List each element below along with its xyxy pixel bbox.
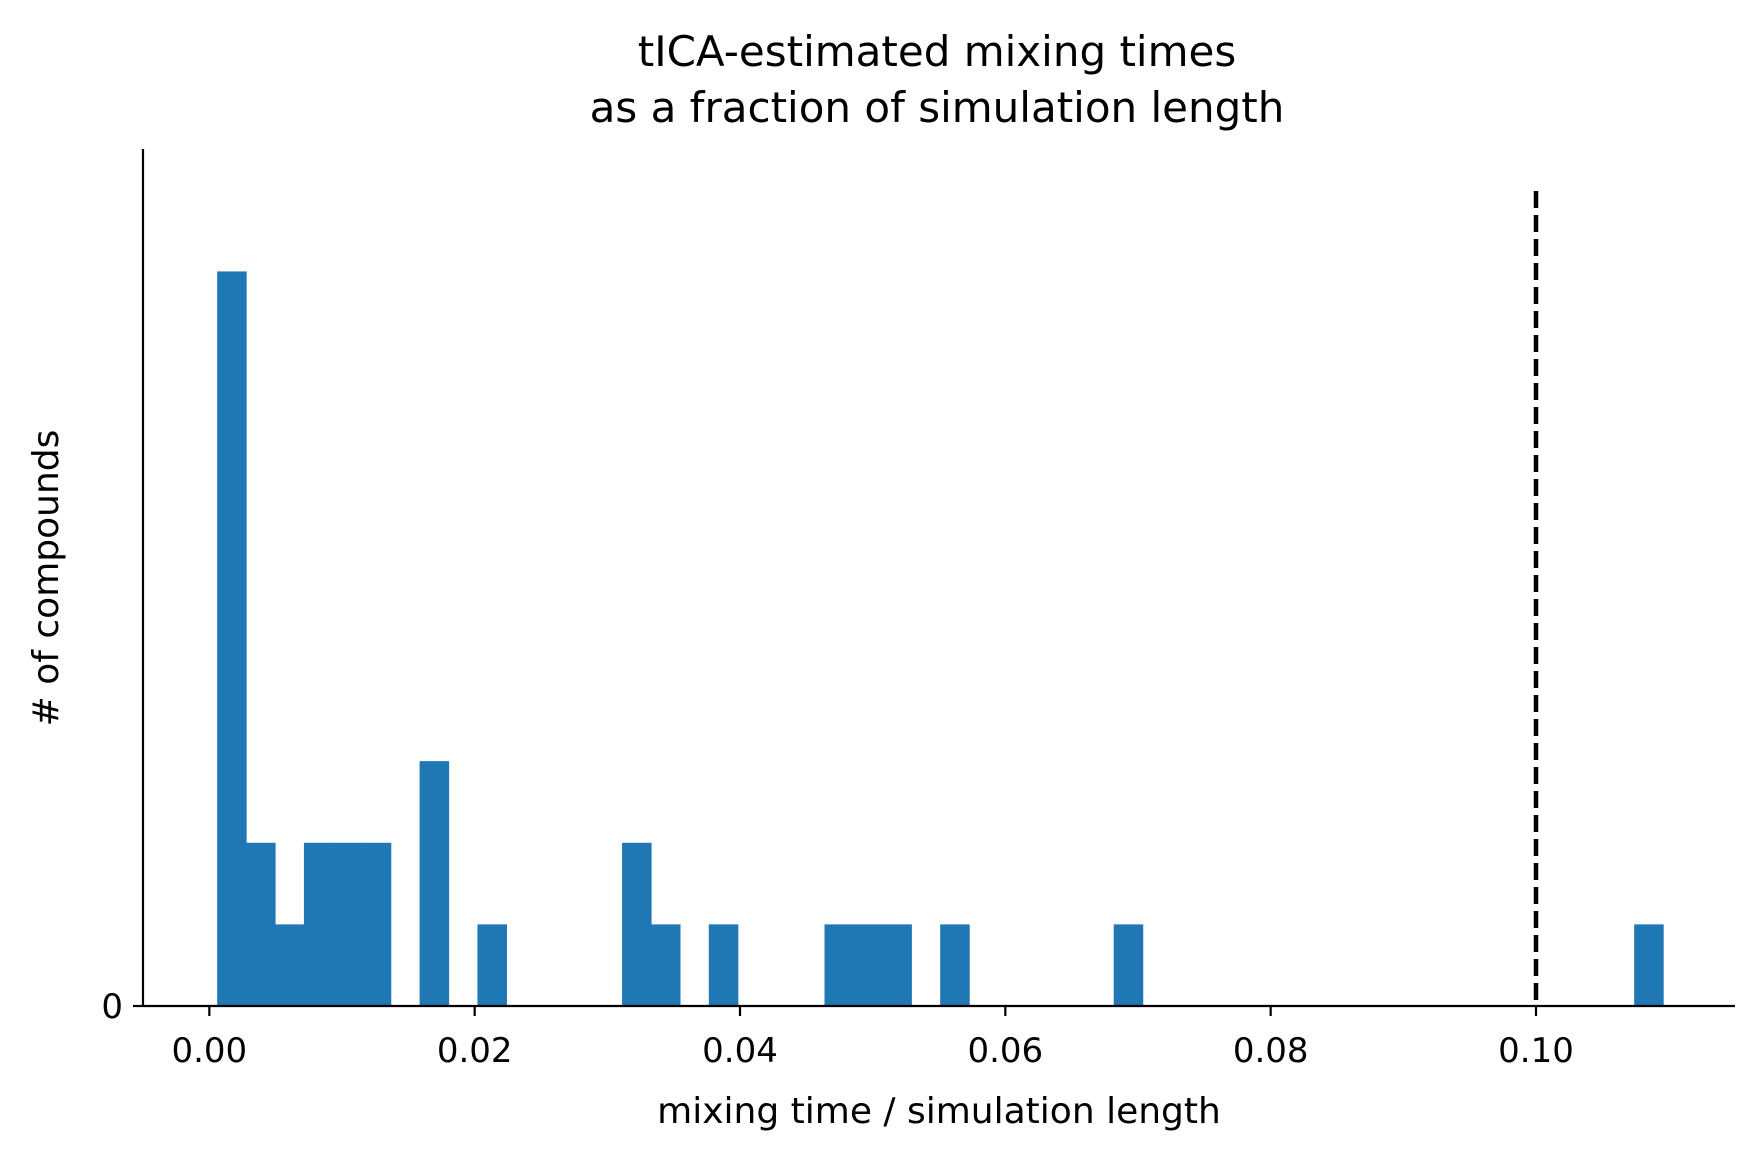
x-tick-label: 0.02 <box>437 1031 513 1071</box>
histogram-bar <box>217 271 247 1006</box>
histogram-bar <box>332 842 363 1006</box>
x-tick-label: 0.10 <box>1498 1031 1574 1071</box>
y-tick-label: 0 <box>101 987 123 1027</box>
histogram-bar <box>361 842 392 1006</box>
histogram-bar <box>1634 924 1664 1006</box>
x-axis-ticks: 0.00 0.02 0.04 0.06 0.08 0.10 <box>171 1006 1574 1071</box>
chart-title-line-1: tICA-estimated mixing times <box>638 27 1236 76</box>
histogram-bar <box>275 924 305 1006</box>
histogram-bar <box>708 924 739 1006</box>
histogram-bar <box>419 761 450 1006</box>
x-tick-label: 0.00 <box>171 1031 247 1071</box>
histogram-bar <box>824 924 855 1006</box>
histogram-bar <box>882 924 912 1006</box>
y-axis-ticks: 0 <box>101 987 143 1027</box>
x-tick-label: 0.08 <box>1233 1031 1309 1071</box>
x-axis-label: mixing time / simulation length <box>657 1091 1221 1132</box>
y-axis-label: # of compounds <box>26 430 67 727</box>
histogram-bars <box>217 271 1664 1006</box>
x-tick-label: 0.06 <box>967 1031 1043 1071</box>
histogram-bar <box>650 924 681 1006</box>
histogram-bar <box>246 842 276 1006</box>
histogram-bar <box>303 842 334 1006</box>
histogram-bar <box>940 924 970 1006</box>
histogram-bar <box>622 842 652 1006</box>
chart-title-line-2: as a fraction of simulation length <box>590 83 1285 132</box>
histogram-bar <box>853 924 883 1006</box>
x-tick-label: 0.04 <box>702 1031 778 1071</box>
histogram-bar <box>1113 924 1144 1006</box>
histogram-bar <box>477 924 507 1006</box>
